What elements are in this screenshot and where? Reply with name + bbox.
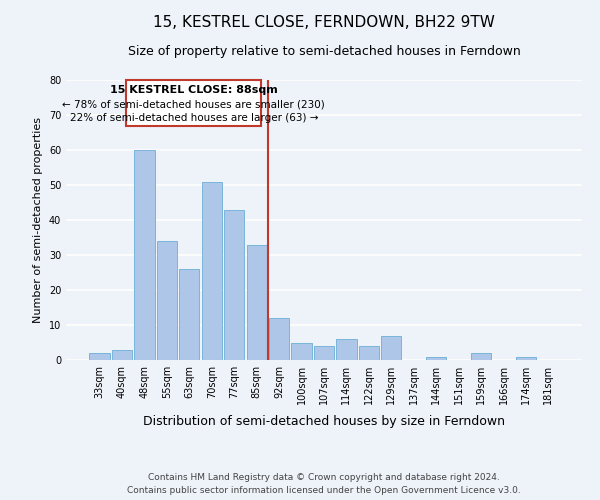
- Bar: [359, 346, 379, 360]
- Bar: [202, 182, 222, 360]
- Bar: [426, 356, 446, 360]
- Text: 15, KESTREL CLOSE, FERNDOWN, BH22 9TW: 15, KESTREL CLOSE, FERNDOWN, BH22 9TW: [153, 15, 495, 30]
- Bar: [89, 353, 110, 360]
- Bar: [157, 241, 177, 360]
- Text: 22% of semi-detached houses are larger (63) →: 22% of semi-detached houses are larger (…: [70, 114, 318, 123]
- Text: Contains public sector information licensed under the Open Government Licence v3: Contains public sector information licen…: [127, 486, 521, 495]
- Bar: [471, 353, 491, 360]
- Bar: [112, 350, 132, 360]
- X-axis label: Distribution of semi-detached houses by size in Ferndown: Distribution of semi-detached houses by …: [143, 416, 505, 428]
- Bar: [381, 336, 401, 360]
- Bar: [292, 342, 311, 360]
- Y-axis label: Number of semi-detached properties: Number of semi-detached properties: [33, 117, 43, 323]
- Bar: [337, 339, 356, 360]
- Bar: [179, 269, 199, 360]
- Text: Size of property relative to semi-detached houses in Ferndown: Size of property relative to semi-detach…: [128, 45, 520, 58]
- Bar: [247, 244, 267, 360]
- Bar: [516, 356, 536, 360]
- Bar: [224, 210, 244, 360]
- Text: ← 78% of semi-detached houses are smaller (230): ← 78% of semi-detached houses are smalle…: [62, 99, 325, 110]
- Bar: [269, 318, 289, 360]
- Text: 15 KESTREL CLOSE: 88sqm: 15 KESTREL CLOSE: 88sqm: [110, 85, 278, 95]
- Text: Contains HM Land Registry data © Crown copyright and database right 2024.: Contains HM Land Registry data © Crown c…: [148, 474, 500, 482]
- Bar: [314, 346, 334, 360]
- FancyBboxPatch shape: [127, 80, 261, 126]
- Bar: [134, 150, 155, 360]
